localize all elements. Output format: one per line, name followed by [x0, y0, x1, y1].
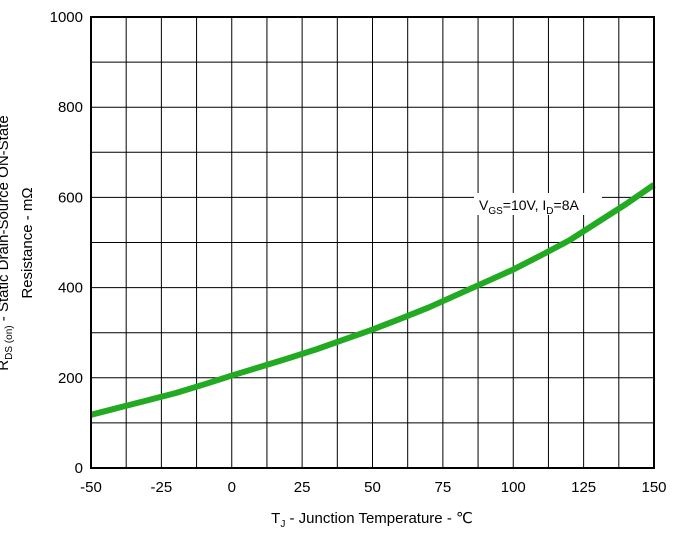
plot-line	[90, 182, 656, 418]
y-tick-label: 0	[75, 460, 83, 477]
y-tick-label: 800	[58, 99, 83, 116]
y-axis-title-line1: RDS (on) - Static Drain-Source ON-State	[0, 115, 15, 370]
series-annotation-bg	[474, 193, 602, 215]
x-tick-label: 75	[435, 479, 452, 496]
series-line	[90, 182, 656, 418]
y-tick-label: 200	[58, 370, 83, 387]
y-axis-title-line2: Resistance - mΩ	[19, 187, 36, 298]
x-axis-title: TJ - Junction Temperature - ℃	[271, 510, 473, 530]
y-axis-title: RDS (on) - Static Drain-Source ON-State …	[0, 115, 36, 370]
x-tick-label: -25	[151, 479, 173, 496]
x-tick-label: 150	[641, 479, 666, 496]
x-tick-label: -50	[80, 479, 102, 496]
y-tick-label: 400	[58, 280, 83, 297]
series-annotation-text: VGS=10V, ID=8A	[479, 197, 579, 217]
x-tick-label: 25	[294, 479, 311, 496]
plot-frame	[90, 16, 655, 469]
y-tick-label: 600	[58, 189, 83, 206]
x-tick-label: 100	[501, 479, 526, 496]
x-tick-label: 50	[364, 479, 381, 496]
x-tick-labels: -50 -25 0 25 50 75 100 125 150	[80, 479, 666, 496]
x-tick-label: 125	[571, 479, 596, 496]
y-tick-label: 1000	[50, 9, 83, 26]
x-tick-label: 0	[228, 479, 236, 496]
series-annotation: VGS=10V, ID=8A	[474, 193, 602, 217]
y-tick-labels: 0 200 400 600 800 1000	[50, 9, 83, 477]
